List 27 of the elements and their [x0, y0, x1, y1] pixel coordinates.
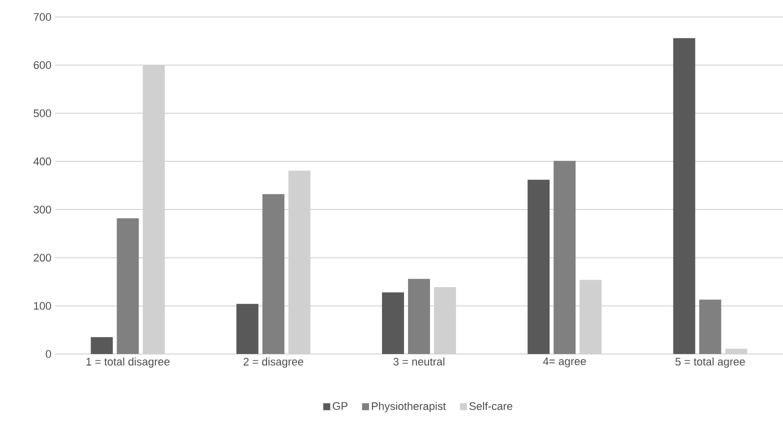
bar [382, 292, 404, 354]
x-tick-label: 5 = total agree [675, 358, 745, 368]
bar [528, 180, 550, 354]
y-tick-label: 100 [34, 302, 52, 310]
legend-label: GP [332, 402, 348, 410]
y-tick-label: 0 [46, 350, 52, 358]
bar [673, 38, 696, 354]
bar [262, 194, 284, 354]
legend-label: Self-care [469, 402, 512, 410]
x-tick-label: 4= agree [543, 358, 586, 368]
y-tick-label: 400 [33, 158, 52, 166]
y-tick-label: 300 [34, 206, 52, 214]
bar [116, 218, 139, 354]
bar [90, 337, 113, 354]
y-tick-label: 700 [34, 13, 52, 21]
bar [408, 278, 430, 354]
x-tick-label: 1 = total disagree [86, 358, 170, 368]
bar [725, 348, 748, 354]
bar [236, 304, 258, 354]
bar [699, 300, 722, 354]
bar [554, 160, 576, 354]
x-tick-label: 3 = neutral [393, 358, 444, 366]
x-tick-label: 2 = disagree [244, 358, 304, 368]
y-tick-label: 500 [34, 109, 52, 118]
y-tick-label: 200 [34, 254, 52, 262]
legend-label: Physiotherapist [372, 402, 446, 412]
y-tick-label: 600 [34, 61, 52, 70]
